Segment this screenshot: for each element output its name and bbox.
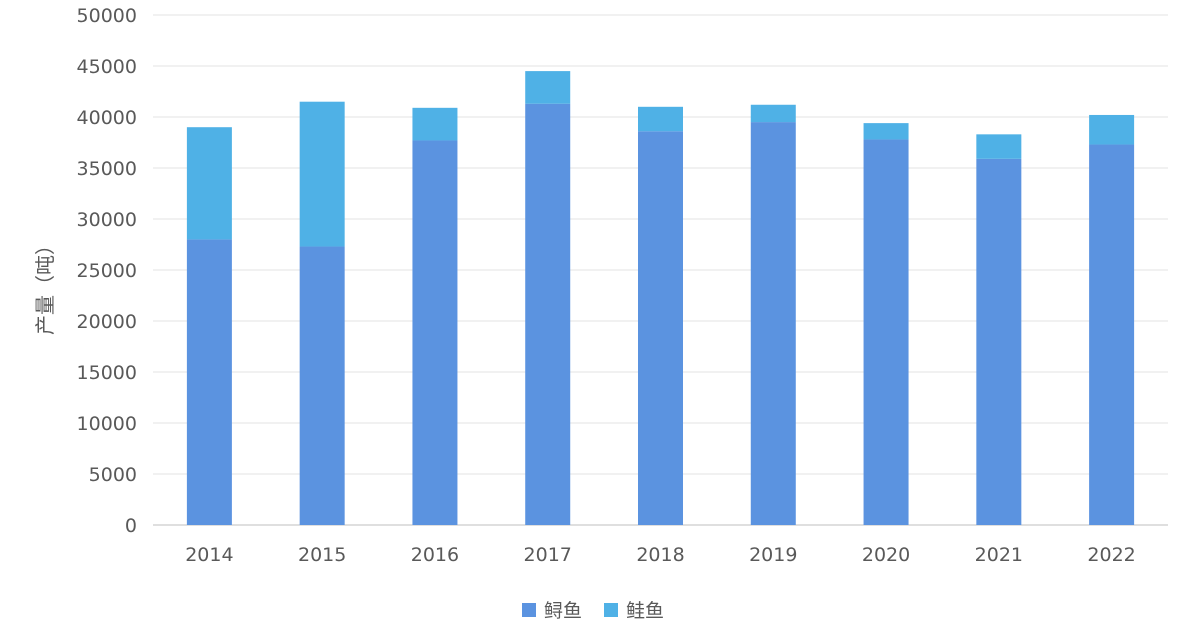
y-tick-label: 50000 <box>77 5 137 27</box>
legend-label: 鲟鱼 <box>544 600 582 622</box>
x-tick-label: 2018 <box>636 544 684 566</box>
x-tick-label: 2019 <box>749 544 797 566</box>
bar-series2-2016 <box>412 107 458 141</box>
y-tick-label: 30000 <box>77 209 137 231</box>
bar-series2-2015 <box>299 101 345 247</box>
bar-series2-2020 <box>863 123 909 140</box>
y-tick-label: 45000 <box>77 56 137 78</box>
bar-series2-2018 <box>638 106 683 132</box>
x-tick-label: 2022 <box>1087 544 1135 566</box>
legend-label: 鲑鱼 <box>626 600 664 622</box>
bar-series2-2021 <box>976 134 1022 159</box>
x-tick-label: 2015 <box>298 544 346 566</box>
x-tick-label: 2020 <box>862 544 910 566</box>
bar-series2-2022 <box>1089 114 1135 145</box>
x-tick-label: 2017 <box>524 544 572 566</box>
y-tick-label: 10000 <box>77 413 137 435</box>
legend-swatch <box>522 603 536 617</box>
bar-series2-2017 <box>525 71 571 104</box>
x-tick-label: 2014 <box>185 544 233 566</box>
legend: 鲟鱼 鲑鱼 <box>522 600 664 622</box>
y-axis-ticks: 0 5000 10000 15000 20000 25000 30000 35000 40000… <box>77 5 137 537</box>
bar-series1-2020 <box>863 139 909 525</box>
y-axis-title: 产量（吨） <box>33 235 57 335</box>
bar-series1-2021 <box>976 158 1022 525</box>
bar-series2-2014 <box>186 127 232 240</box>
bar-series1-2022 <box>1089 144 1135 526</box>
bar-series1-2016 <box>412 140 458 525</box>
bars <box>186 71 1135 526</box>
x-tick-label: 2016 <box>411 544 459 566</box>
x-tick-label: 2021 <box>975 544 1023 566</box>
y-tick-label: 35000 <box>77 158 137 180</box>
x-axis-ticks: 2014 2015 2016 2017 2018 2019 2020 2021 2022 <box>185 544 1136 566</box>
bar-series1-2015 <box>299 246 345 526</box>
y-tick-label: 15000 <box>77 362 137 384</box>
y-tick-label: 5000 <box>89 464 137 486</box>
y-tick-label: 40000 <box>77 107 137 129</box>
bar-series1-2018 <box>638 131 683 525</box>
y-tick-label: 25000 <box>77 260 137 282</box>
bar-series1-2014 <box>186 239 232 525</box>
legend-swatch <box>604 603 618 617</box>
bar-series1-2017 <box>525 103 571 526</box>
y-tick-label: 0 <box>125 515 137 537</box>
bar-series2-2019 <box>750 104 796 123</box>
bar-series1-2019 <box>750 122 796 525</box>
y-tick-label: 20000 <box>77 311 137 333</box>
